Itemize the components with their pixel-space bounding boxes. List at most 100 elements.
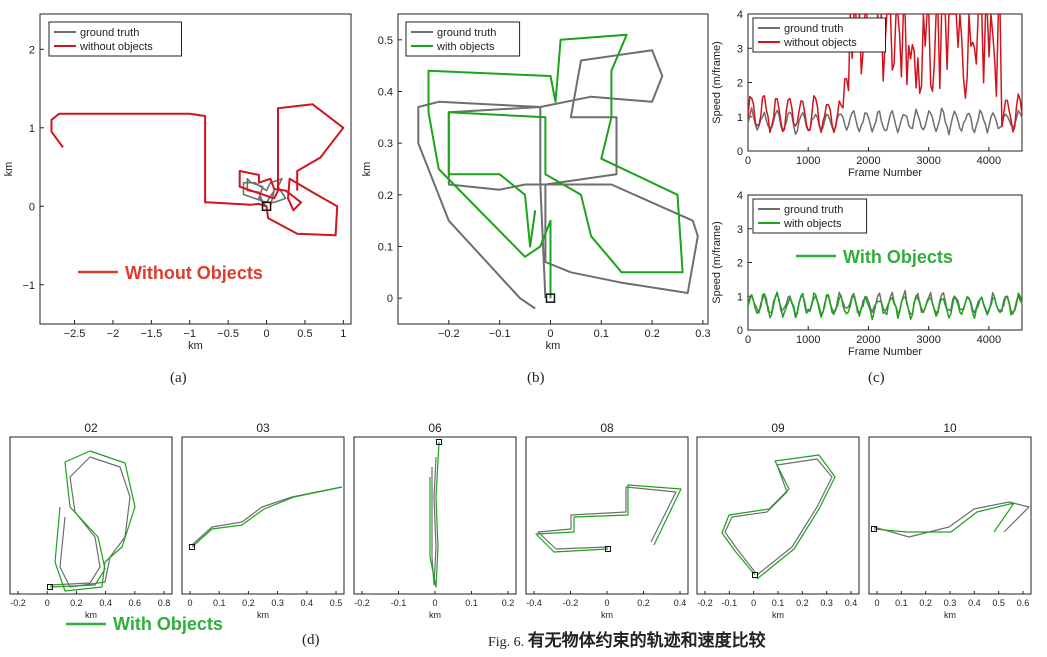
- panel-d-02-frame: [9, 436, 173, 595]
- panel-b-frame: [397, 13, 709, 325]
- figure-caption-title: 有无物体约束的轨迹和速度比较: [527, 631, 766, 651]
- panel-d-06-xtick-label: -0.2: [354, 598, 370, 608]
- panel-c-top-legend-box: [752, 17, 886, 53]
- panel-c-bottom-xtick-label: 3000: [916, 334, 940, 346]
- panel-c-bottom-series-1: [747, 291, 1023, 321]
- panel-a-ytick-label: −1: [22, 280, 35, 292]
- panel-d-10-xlabel: km: [944, 610, 956, 620]
- panel-b-legend-entry: ground truth: [437, 27, 496, 39]
- panel-d-03-title: 03: [256, 421, 270, 435]
- panel-a-xtick-label: −1.5: [140, 328, 162, 340]
- panel-c-top-ytick-label: 3: [737, 43, 743, 55]
- panel-b-series-1: [427, 33, 684, 299]
- panel-d-08-xtick-label: -0.2: [563, 598, 579, 608]
- panel-d-09-xtick-label: 0.2: [796, 598, 809, 608]
- panel-a-xtick-label: 0: [263, 328, 269, 340]
- panel-b-ytick-label: 0.3: [378, 138, 393, 150]
- panel-d-09-series-ground-truth: [724, 458, 833, 576]
- panel-d-09-title: 09: [771, 421, 785, 435]
- panel-c-bottom-legend-entry: ground truth: [784, 204, 843, 216]
- panel-c-bottom-overlay-label: With Objects: [843, 247, 953, 267]
- panel-b-ylabel: km: [361, 162, 373, 177]
- panel-d-10-xtick-label: 0.3: [944, 598, 957, 608]
- panel-c-bottom-ytick-label: 0: [737, 325, 743, 337]
- panel-d-09-series-with-objects: [721, 454, 836, 580]
- panel-d-08-xtick-label: 0.2: [637, 598, 650, 608]
- panel-c-bottom-ytick-label: 2: [737, 258, 743, 270]
- panel-d-06-xtick-label: 0.1: [465, 598, 478, 608]
- panel-d-08-title: 08: [600, 421, 614, 435]
- panel-d-03-frame: [181, 436, 345, 595]
- panel-d-09-xlabel: km: [772, 610, 784, 620]
- panel-a-xtick-label: 0.5: [297, 328, 312, 340]
- panel-d-09-xtick-label: 0.3: [820, 598, 833, 608]
- panel-b-ytick-label: 0.5: [378, 35, 393, 47]
- panel-d-03-xtick-label: 0.1: [213, 598, 226, 608]
- panel-d-10-title: 10: [943, 421, 957, 435]
- panel-c-bottom-ytick-label: 3: [737, 224, 743, 236]
- panel-d-06-xtick-label: -0.1: [391, 598, 407, 608]
- panel-d-03-xtick-label: 0.5: [330, 598, 343, 608]
- panel-c-bottom-xtick-label: 4000: [977, 334, 1001, 346]
- panel-d-03-xlabel: km: [257, 610, 269, 620]
- panel-d-10-frame: [868, 436, 1032, 595]
- panel-d-03-xtick-label: 0: [187, 598, 192, 608]
- panel-c-top-legend-entry: without objects: [783, 37, 857, 49]
- panel-d-02-xtick-label: 0.6: [129, 598, 142, 608]
- panel-d-10-xtick-label: 0.5: [992, 598, 1005, 608]
- panel-d-10-xtick-label: 0.6: [1017, 598, 1030, 608]
- panel-d-10-xtick-label: 0.1: [895, 598, 908, 608]
- figure-caption: Fig. 6. 有无物体约束的轨迹和速度比较: [488, 626, 766, 651]
- panel-c-bottom-ylabel: Speed (m/frame): [711, 221, 723, 304]
- panel-d-03-xtick-label: 0.3: [271, 598, 284, 608]
- panel-c-bottom-xlabel: Frame Number: [848, 346, 922, 358]
- panel-a-xtick-label: 1: [340, 328, 346, 340]
- panel-c-bottom-legend-entry: with objects: [783, 218, 842, 230]
- panel-d-02-series-ground-truth: [49, 456, 131, 588]
- panel-b-xtick-label: 0.1: [594, 328, 609, 340]
- panel-d-08-start-marker: [605, 546, 611, 552]
- panel-a-legend-box: [48, 21, 182, 57]
- panel-label-b: (b): [527, 370, 545, 386]
- panel-b-xtick-label: −0.1: [489, 328, 511, 340]
- panel-b-legend-box: [405, 21, 521, 57]
- panel-d-10-series-ground-truth: [873, 501, 1030, 538]
- panel-d-08-series-with-objects: [535, 484, 682, 553]
- panel-c-bottom-xtick-label: 2000: [856, 334, 880, 346]
- panel-c-top-xlabel: Frame Number: [848, 167, 922, 179]
- panel-label-d: (d): [302, 632, 320, 648]
- panel-label-c: (c): [868, 370, 885, 386]
- panel-a-xtick-label: −1: [183, 328, 196, 340]
- panel-c-bottom-xtick-label: 0: [745, 334, 751, 346]
- panel-a-xtick-label: −0.5: [217, 328, 239, 340]
- panel-d-10-xtick-label: 0: [874, 598, 879, 608]
- panel-b-xtick-label: −0.2: [438, 328, 460, 340]
- panel-b-start-marker: [545, 293, 556, 303]
- panel-a-series-1: [50, 103, 345, 237]
- panel-d-09-xtick-label: 0.1: [772, 598, 785, 608]
- panel-label-a: (a): [170, 370, 187, 386]
- panel-d-06-series-with-objects: [429, 441, 440, 588]
- panel-d-02-xtick-label: 0.4: [99, 598, 112, 608]
- panel-d-06-start-marker: [436, 439, 442, 445]
- panel-b-ytick-label: 0.2: [378, 190, 393, 202]
- panel-d-02-xtick-label: 0: [45, 598, 50, 608]
- panel-a-xtick-label: −2.5: [64, 328, 86, 340]
- panel-d-03-series-with-objects: [191, 486, 343, 548]
- panel-a-ylabel: km: [3, 162, 15, 177]
- panel-c-top-ytick-label: 1: [737, 112, 743, 124]
- panel-c-top-xtick-label: 1000: [796, 155, 820, 167]
- panel-a-xlabel: km: [188, 340, 203, 352]
- panel-b-series-0: [417, 49, 699, 310]
- panel-a-legend-entry: ground truth: [80, 27, 139, 39]
- panel-d-06-xtick-label: 0: [432, 598, 437, 608]
- panel-a-overlay-label: Without Objects: [125, 263, 263, 283]
- panel-d-02-series-with-objects: [49, 450, 136, 592]
- panel-c-top-ylabel: Speed (m/frame): [711, 41, 723, 124]
- panel-d-03-start-marker: [189, 544, 195, 550]
- panel-b-legend-entry: with objects: [436, 41, 495, 53]
- panel-d-02-overlay-label: With Objects: [113, 614, 223, 634]
- panel-d-02-xtick-label: 0.8: [158, 598, 171, 608]
- panel-d-09-start-marker: [752, 572, 758, 578]
